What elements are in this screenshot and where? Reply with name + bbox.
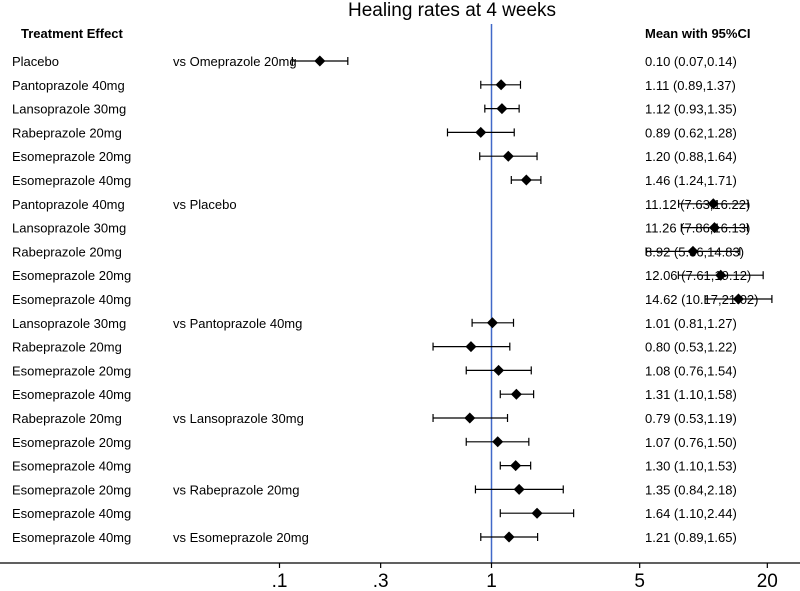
estimate-ci-label: 14.62 (10.17,21.02) [645, 292, 758, 307]
x-tick-label: 1 [486, 571, 497, 591]
point-estimate-diamond [486, 317, 498, 329]
forest-row: Esomeprazole 20mg vs Rabeprazole 20mg 1.35… [12, 482, 737, 497]
point-estimate-diamond [707, 198, 719, 210]
treatment-label: Rabeprazole 20mg [12, 244, 122, 259]
forest-row: Esomeprazole 40mg 14.62 (10.17,21.02) [12, 292, 773, 307]
x-tick-label: 5 [634, 571, 645, 591]
forest-row: Esomeprazole 20mg 12.06 (7.61,19.12) [12, 268, 764, 283]
forest-row: Lansoprazole 30mg vs Pantoprazole 40mg 1.0… [12, 316, 737, 331]
treatment-label: Lansoprazole 30mg [12, 102, 126, 117]
point-estimate-diamond [475, 126, 487, 138]
point-estimate-diamond [496, 103, 508, 115]
treatment-label: Esomeprazole 40mg [12, 173, 131, 188]
estimate-ci-label: 1.01 (0.81,1.27) [645, 316, 737, 331]
comparator-label: vs Placebo [173, 197, 237, 212]
right-column-header: Mean with 95%CI [645, 26, 750, 41]
point-estimate-diamond [510, 388, 522, 400]
forest-row: Lansoprazole 30mg 1.12 (0.93,1.35) [12, 102, 737, 117]
estimate-ci-label: 0.10 (0.07,0.14) [645, 54, 737, 69]
treatment-label: Esomeprazole 20mg [12, 149, 131, 164]
treatment-label: Esomeprazole 40mg [12, 459, 131, 474]
point-estimate-diamond [492, 436, 504, 448]
estimate-ci-label: 1.31 (1.10,1.58) [645, 387, 737, 402]
treatment-label: Rabeprazole 20mg [12, 340, 122, 355]
treatment-label: Esomeprazole 20mg [12, 363, 131, 378]
comparator-label: vs Esomeprazole 20mg [173, 530, 309, 545]
point-estimate-diamond [502, 150, 514, 162]
treatment-label: Esomeprazole 40mg [12, 292, 131, 307]
point-estimate-diamond [513, 483, 525, 495]
estimate-ci-label: 1.07 (0.76,1.50) [645, 435, 737, 450]
estimate-ci-label: 0.89 (0.62,1.28) [645, 125, 737, 140]
treatment-label: Pantoprazole 40mg [12, 197, 125, 212]
x-tick-label: 20 [757, 571, 778, 591]
forest-row: Placebo vs Omeprazole 20mg 0.10 (0.07,0.14… [12, 54, 737, 69]
forest-row: Rabeprazole 20mg 0.89 (0.62,1.28) [12, 125, 737, 140]
estimate-ci-label: 0.79 (0.53,1.19) [645, 411, 737, 426]
forest-row: Esomeprazole 20mg 1.20 (0.88,1.64) [12, 149, 737, 164]
x-axis: .1 .3 1 5 20 [0, 562, 800, 591]
point-estimate-diamond [495, 79, 507, 91]
treatment-label: Rabeprazole 20mg [12, 411, 122, 426]
treatment-label: Pantoprazole 40mg [12, 78, 125, 93]
forest-row: Pantoprazole 40mg 1.11 (0.89,1.37) [12, 78, 736, 93]
treatment-label: Rabeprazole 20mg [12, 125, 122, 140]
estimate-ci-label: 1.11 (0.89,1.37) [645, 78, 736, 93]
forest-row: Esomeprazole 40mg 1.64 (1.10,2.44) [12, 506, 737, 521]
comparator-label: vs Omeprazole 20mg [173, 54, 297, 69]
forest-row: Esomeprazole 20mg 1.08 (0.76,1.54) [12, 363, 737, 378]
chart-title: Healing rates at 4 weeks [348, 0, 556, 21]
treatment-label: Esomeprazole 20mg [12, 482, 131, 497]
forest-row: Rabeprazole 20mg 8.92 (5.36,14.83) [12, 244, 744, 259]
forest-row: Lansoprazole 30mg 11.26 (7.86,16.13) [12, 221, 750, 236]
treatment-label: Esomeprazole 40mg [12, 530, 131, 545]
forest-row: Rabeprazole 20mg 0.80 (0.53,1.22) [12, 340, 737, 355]
treatment-label: Lansoprazole 30mg [12, 316, 126, 331]
estimate-ci-label: 1.30 (1.10,1.53) [645, 459, 737, 474]
estimate-ci-label: 1.08 (0.76,1.54) [645, 363, 737, 378]
estimate-ci-label: 1.35 (0.84,2.18) [645, 482, 737, 497]
point-estimate-diamond [708, 222, 720, 234]
treatment-label: Esomeprazole 40mg [12, 387, 131, 402]
point-estimate-diamond [687, 245, 699, 257]
treatment-label: Lansoprazole 30mg [12, 221, 126, 236]
x-tick-label: .1 [272, 571, 288, 591]
point-estimate-diamond [314, 55, 326, 67]
treatment-label: Esomeprazole 40mg [12, 506, 131, 521]
point-estimate-diamond [715, 269, 727, 281]
estimate-ci-label: 1.46 (1.24,1.71) [645, 173, 737, 188]
forest-row: Esomeprazole 40mg 1.46 (1.24,1.71) [12, 173, 737, 188]
estimate-ci-label: 1.21 (0.89,1.65) [645, 530, 737, 545]
point-estimate-diamond [520, 174, 532, 186]
point-estimate-diamond [465, 341, 477, 353]
treatment-label: Esomeprazole 20mg [12, 435, 131, 450]
comparator-label: vs Lansoprazole 30mg [173, 411, 304, 426]
comparator-label: vs Rabeprazole 20mg [173, 482, 299, 497]
treatment-label: Esomeprazole 20mg [12, 268, 131, 283]
estimate-ci-label: 0.80 (0.53,1.22) [645, 340, 737, 355]
comparator-label: vs Pantoprazole 40mg [173, 316, 302, 331]
x-tick-label: .3 [373, 571, 389, 591]
point-estimate-diamond [732, 293, 744, 305]
point-estimate-diamond [531, 507, 543, 519]
estimate-ci-label: 1.12 (0.93,1.35) [645, 102, 737, 117]
point-estimate-diamond [510, 460, 522, 472]
forest-row: Esomeprazole 40mg 1.31 (1.10,1.58) [12, 387, 737, 402]
point-estimate-diamond [493, 364, 505, 376]
point-estimate-diamond [503, 531, 515, 543]
forest-row: Esomeprazole 40mg 1.30 (1.10,1.53) [12, 459, 737, 474]
estimate-ci-label: 1.20 (0.88,1.64) [645, 149, 737, 164]
estimate-ci-label: 1.64 (1.10,2.44) [645, 506, 737, 521]
forest-row: Esomeprazole 40mg vs Esomeprazole 20mg 1.2… [12, 530, 737, 545]
left-column-header: Treatment Effect [21, 26, 124, 41]
forest-row: Esomeprazole 20mg 1.07 (0.76,1.50) [12, 435, 737, 450]
forest-row: Rabeprazole 20mg vs Lansoprazole 30mg 0.79… [12, 411, 737, 426]
forest-row: Pantoprazole 40mg vs Placebo 11.12 (7.63,1… [12, 197, 750, 212]
point-estimate-diamond [464, 412, 476, 424]
treatment-label: Placebo [12, 54, 59, 69]
rows-group: Placebo vs Omeprazole 20mg 0.10 (0.07,0.14… [12, 54, 773, 545]
